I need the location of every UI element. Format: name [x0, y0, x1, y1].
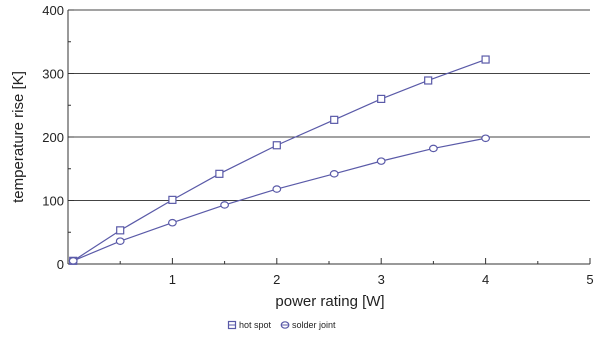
x-tick-label: 5 [586, 272, 593, 287]
data-point [377, 94, 386, 104]
series [68, 55, 491, 265]
series-line [72, 137, 486, 262]
x-tick-label: 4 [482, 272, 489, 287]
x-tick-label: 3 [378, 272, 385, 287]
data-point [329, 170, 339, 178]
data-point [424, 76, 433, 85]
legend-label: solder joint [292, 320, 336, 330]
y-tick-label: 300 [42, 67, 64, 82]
data-point [272, 141, 281, 150]
data-point [272, 185, 282, 193]
legend: hot spot solder joint [227, 320, 336, 330]
y-tick-label: 200 [42, 130, 64, 145]
series-hot-spot [69, 55, 490, 265]
y-tick-label: 0 [57, 257, 64, 272]
x-tick-label: 1 [169, 272, 176, 287]
legend-label: hot spot [239, 320, 272, 330]
y-axis-title: temperature rise [K] [10, 71, 27, 203]
data-point [481, 55, 490, 64]
ticks: 0 100 200 300 400 1 2 3 4 5 [42, 3, 593, 287]
data-point [167, 218, 177, 227]
data-point [116, 226, 125, 235]
series-solder-joint [68, 134, 491, 265]
data-point [330, 115, 339, 124]
data-point [481, 134, 491, 143]
data-point [168, 195, 177, 204]
data-point [220, 201, 230, 209]
legend-item: solder joint [280, 320, 336, 330]
x-axis-title: power rating [W] [275, 293, 384, 310]
data-point [68, 257, 78, 265]
y-tick-label: 100 [42, 194, 64, 209]
data-point [215, 169, 224, 178]
data-point [376, 157, 386, 165]
grid [68, 9, 590, 201]
y-tick-label: 400 [42, 3, 64, 18]
x-tick-label: 2 [273, 272, 280, 287]
data-point [115, 237, 125, 245]
legend-item: hot spot [227, 320, 272, 330]
series-line [72, 58, 486, 262]
data-point [429, 144, 438, 153]
